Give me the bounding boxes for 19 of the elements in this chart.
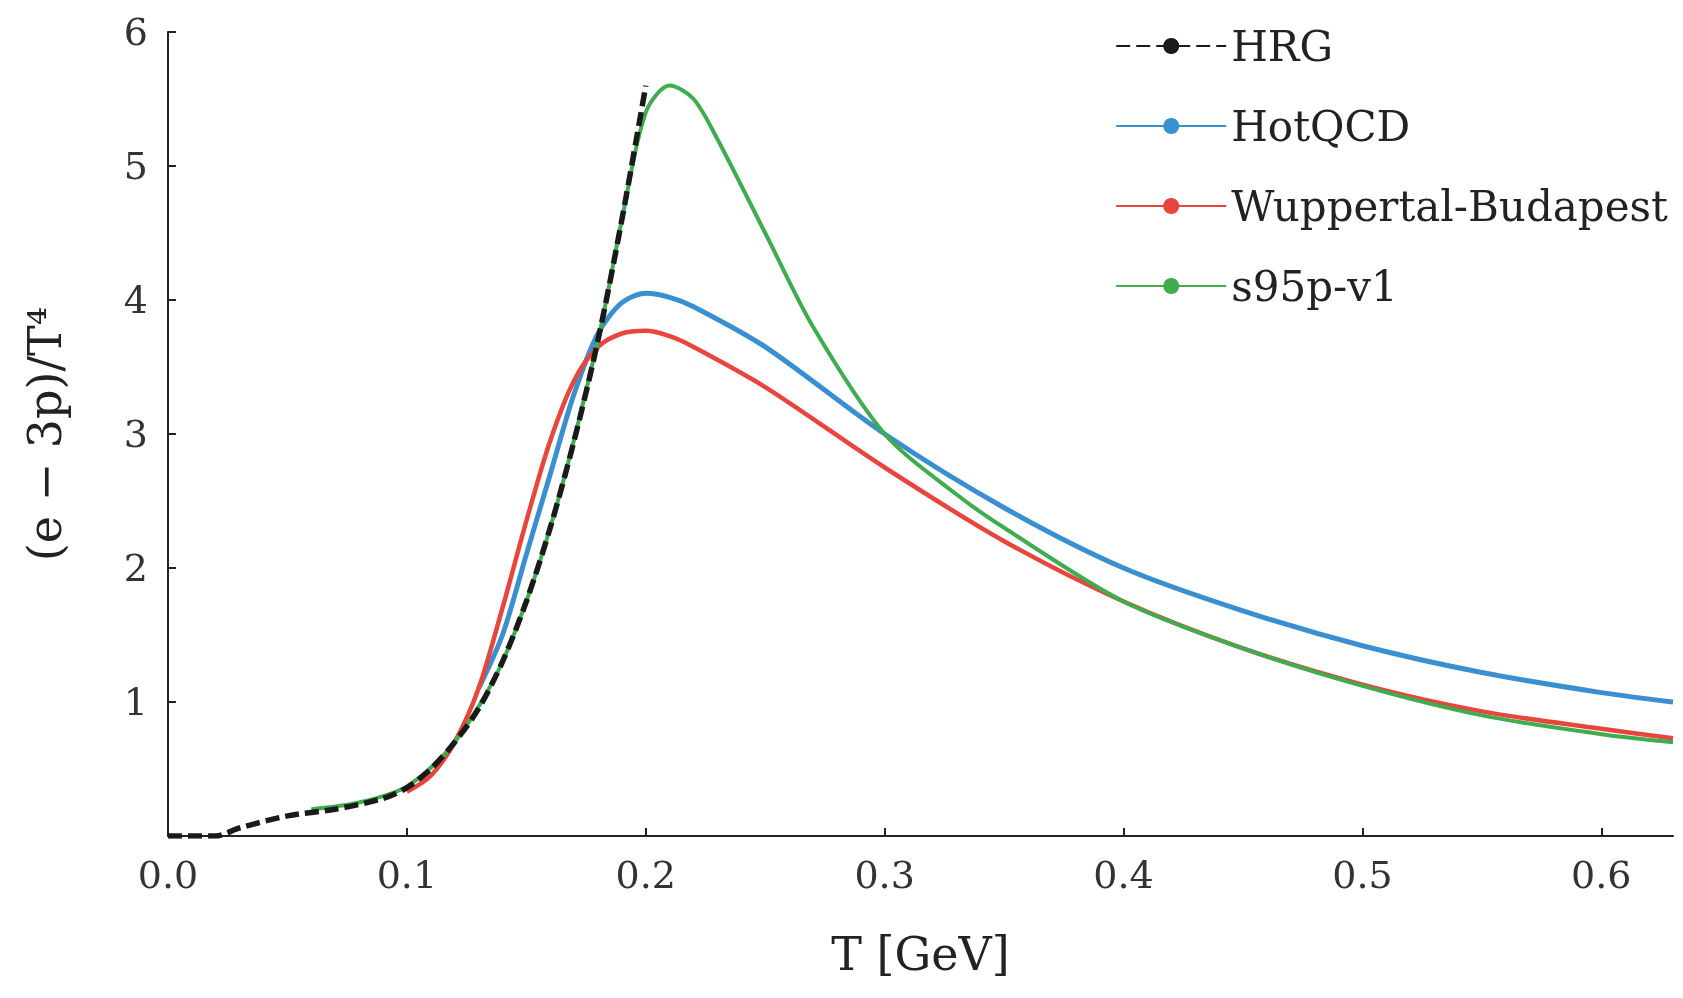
x-tick-label: 0.4 — [1093, 853, 1154, 897]
y-tick-label: 5 — [123, 144, 148, 188]
x-tick-label: 0.5 — [1332, 853, 1393, 897]
x-tick-label: 0.6 — [1571, 853, 1632, 897]
x-axis-title: T [GeV] — [831, 927, 1010, 981]
y-tick-label: 3 — [123, 412, 148, 456]
x-tick-label: 0.0 — [137, 853, 199, 897]
legend-label: HRG — [1231, 21, 1334, 71]
y-tick-label: 6 — [123, 10, 148, 54]
y-axis-title: (e − 3p)/T⁴ — [18, 306, 72, 562]
x-tick-label: 0.3 — [854, 853, 915, 897]
legend-label: Wuppertal-Budapest — [1231, 181, 1669, 231]
y-tick-label: 4 — [123, 278, 148, 322]
legend-label: s95p-v1 — [1231, 261, 1398, 311]
x-tick-label: 0.1 — [376, 853, 438, 897]
legend-label: HotQCD — [1231, 101, 1411, 151]
y-tick-label: 2 — [123, 546, 148, 590]
y-tick-label: 1 — [123, 680, 148, 724]
x-tick-label: 0.2 — [615, 853, 676, 897]
